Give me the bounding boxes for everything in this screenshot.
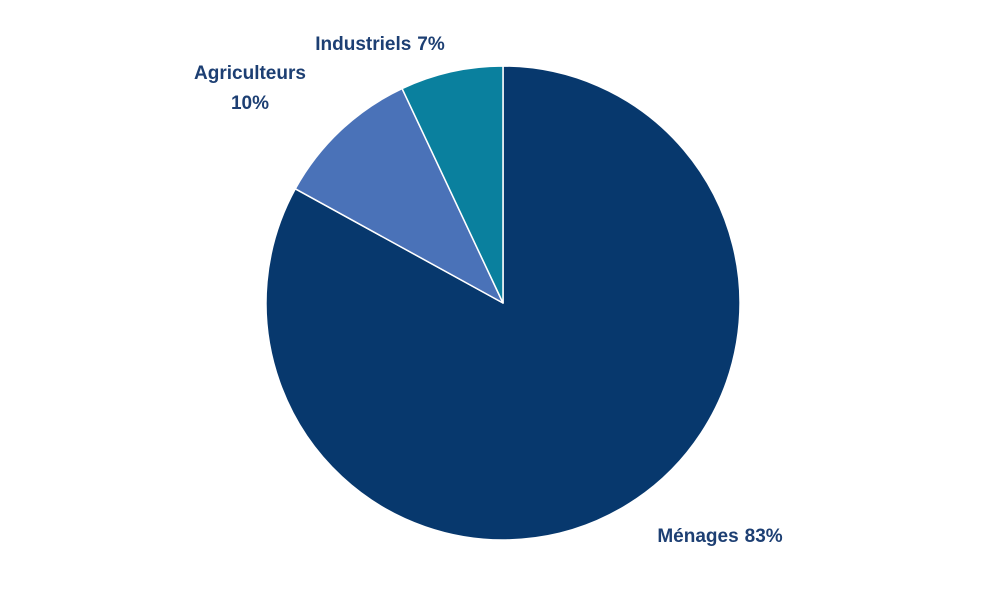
category-label: Agriculteurs [194, 63, 306, 84]
data-label: Agriculteurs 10% [194, 63, 306, 114]
value-label: 83% [745, 526, 783, 547]
value-label: 10% [231, 93, 269, 114]
pie-slice [401, 65, 504, 304]
data-label: Ménages 83% [657, 526, 782, 547]
data-label: Industriels 7% [315, 34, 445, 55]
pie-slice [294, 87, 504, 304]
category-label: Ménages [657, 526, 738, 547]
value-label: 7% [417, 34, 445, 55]
category-label: Industriels [315, 34, 411, 55]
